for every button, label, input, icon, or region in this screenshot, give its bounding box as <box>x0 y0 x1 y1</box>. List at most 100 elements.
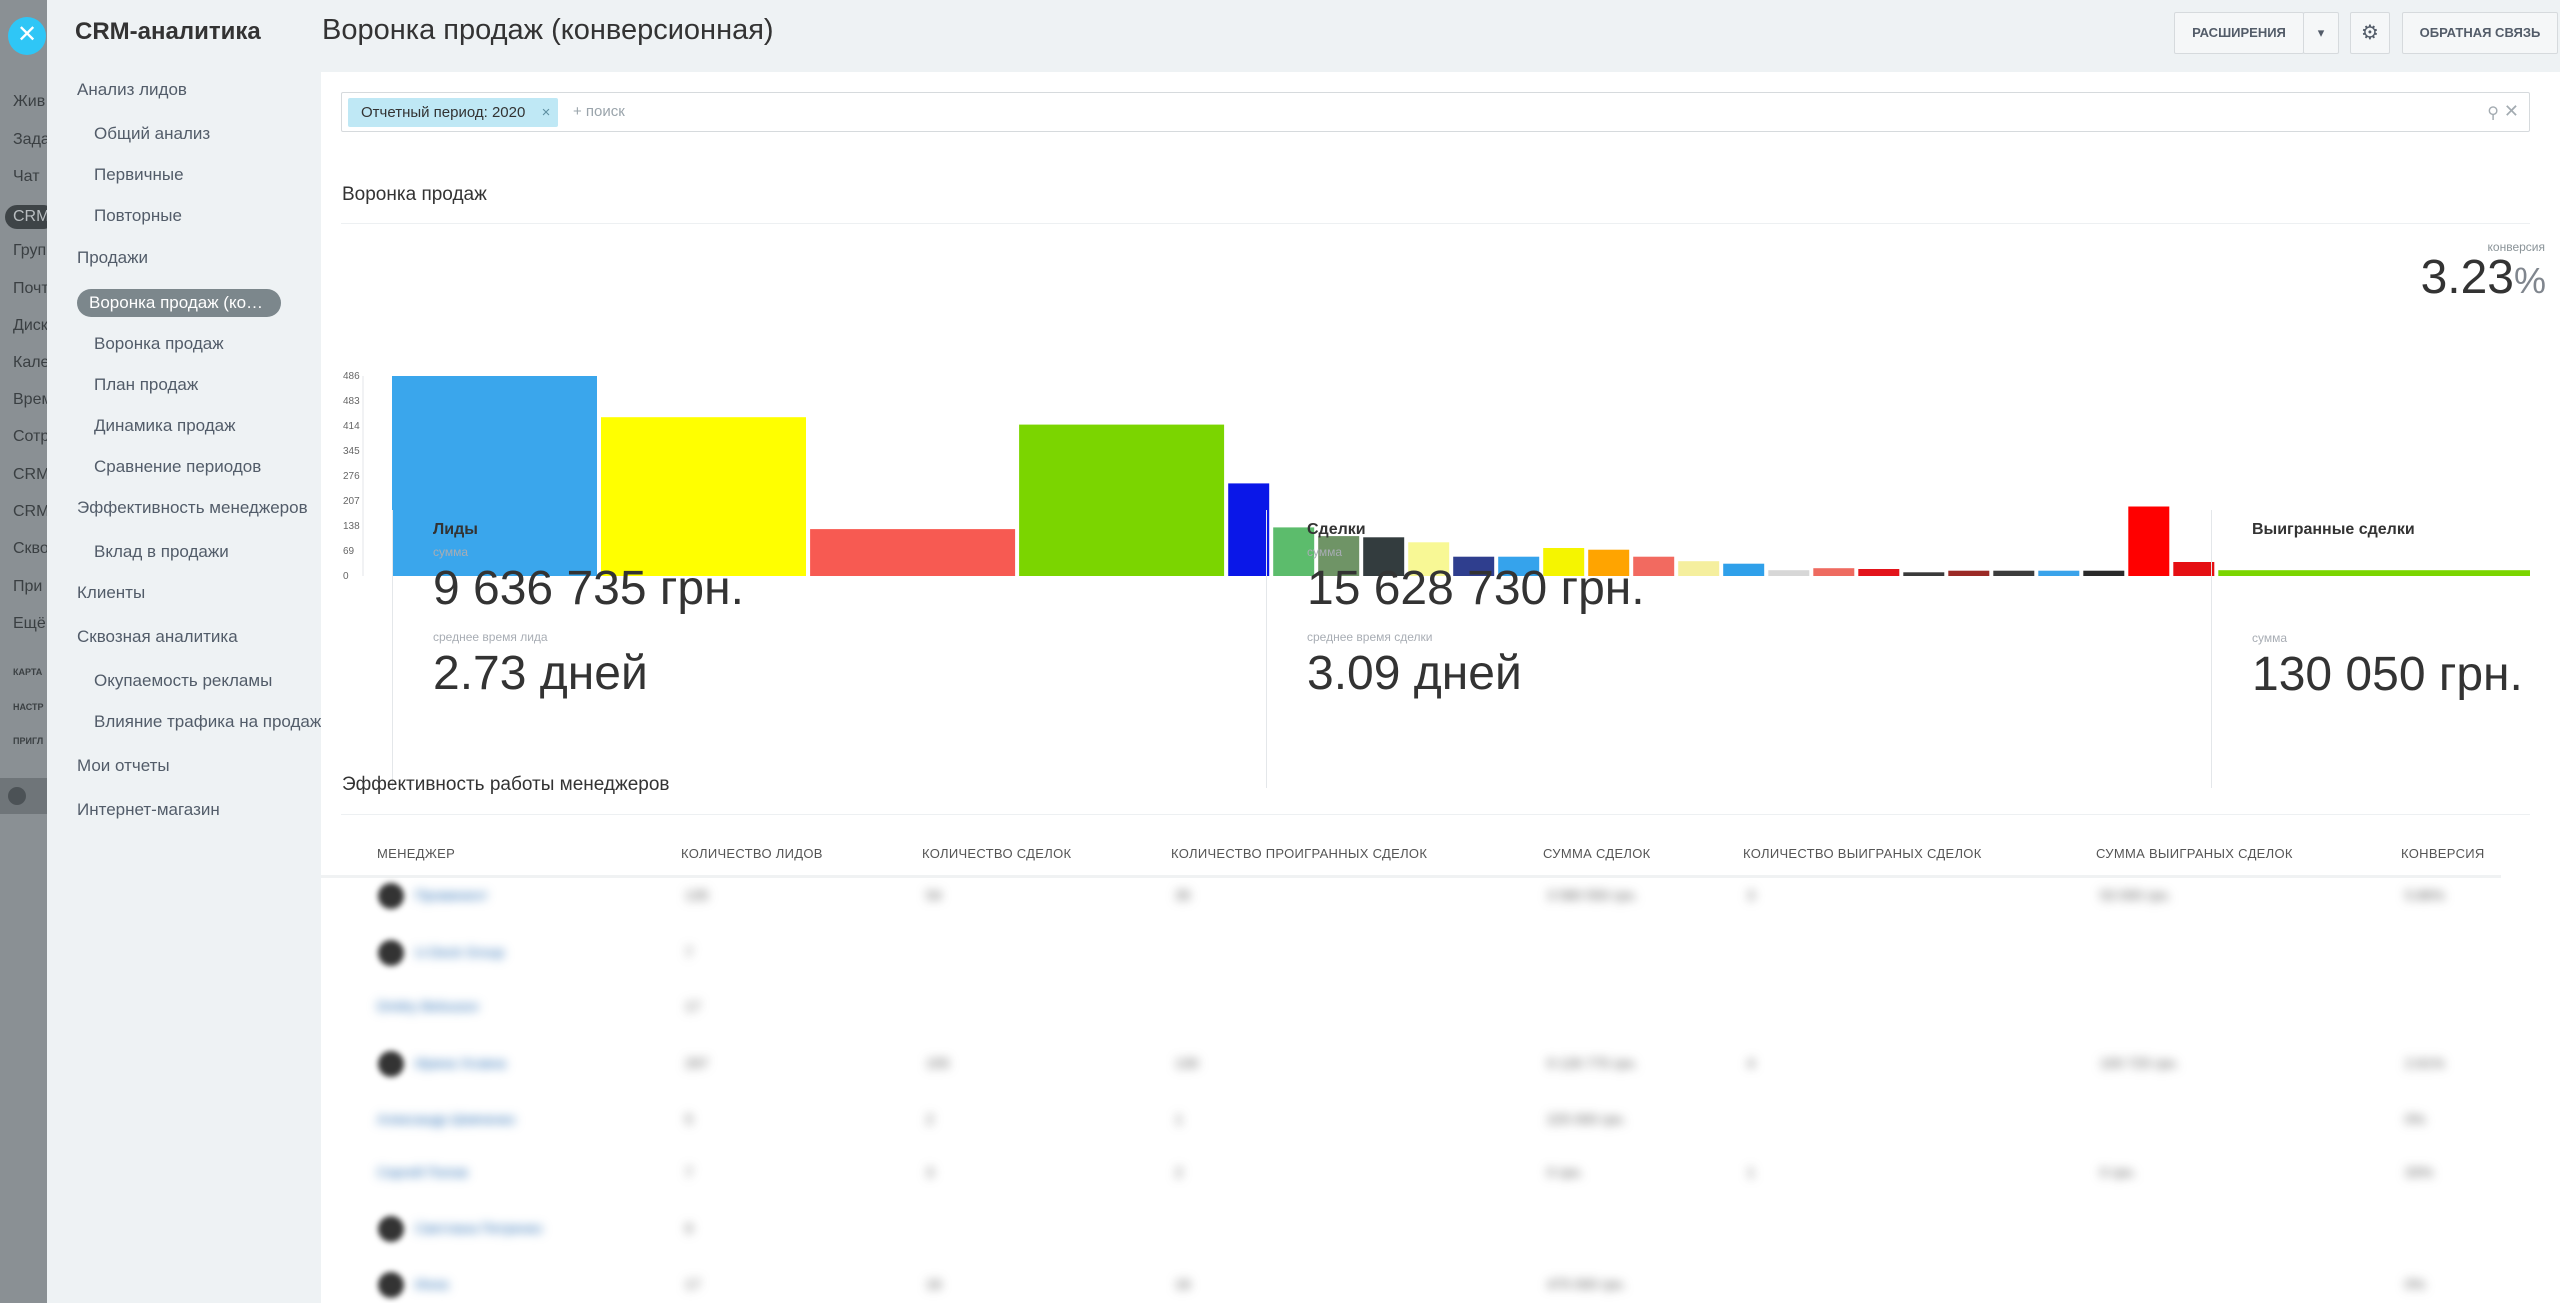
table-row[interactable]: Инна 17 16 16 475 000 грн. 0% <box>321 1258 2560 1303</box>
portal-nav-item[interactable]: Чат <box>13 168 40 186</box>
divider <box>341 223 2530 224</box>
funnel-bar-20[interactable] <box>1948 571 1989 576</box>
close-icon[interactable]: ✕ <box>2504 101 2519 122</box>
portal-nav-item[interactable]: Почт <box>13 280 47 298</box>
portal-nav-item[interactable]: Врем <box>13 391 47 409</box>
won-sum: 130 050 грн. <box>2252 647 2523 702</box>
gear-icon[interactable]: ⚙ <box>2350 12 2390 54</box>
menu-item-7[interactable]: План продаж <box>94 375 198 395</box>
funnel-bar-3[interactable] <box>1019 425 1224 576</box>
portal-nav-item[interactable]: Кале <box>13 354 47 372</box>
column-header[interactable]: Количество сделок <box>922 846 1071 861</box>
search-input[interactable]: + поиск <box>573 103 625 120</box>
manager-name[interactable]: Dmitry Belousov <box>377 998 479 1014</box>
funnel-bar-23[interactable] <box>2083 571 2124 576</box>
search-icon[interactable]: ⚲ <box>2487 103 2499 123</box>
funnel-bar-14[interactable] <box>1678 561 1719 576</box>
funnel-bar-15[interactable] <box>1723 564 1764 576</box>
column-header[interactable]: Сумма сделок <box>1543 846 1651 861</box>
table-row[interactable]: U-Deck Group 7 <box>321 926 2560 982</box>
column-header[interactable]: Количество выиграных сделок <box>1743 846 1982 861</box>
menu-item-1[interactable]: Общий анализ <box>94 124 210 144</box>
column-header[interactable]: Сумма выиграных сделок <box>2096 846 2293 861</box>
portal-nav-item[interactable]: CRM <box>13 466 47 484</box>
menu-item-4[interactable]: Продажи <box>77 248 148 268</box>
menu-item-15[interactable]: Влияние трафика на продажи <box>94 712 331 732</box>
funnel-bar-17[interactable] <box>1813 568 1854 576</box>
portal-nav-item[interactable]: Ещё <box>13 615 46 633</box>
funnel-bar-4[interactable] <box>1228 483 1269 576</box>
menu-item-9[interactable]: Сравнение периодов <box>94 457 261 477</box>
manager-name[interactable]: Александр Шевченко <box>377 1111 515 1127</box>
table-cell: 5.86% <box>2405 887 2445 903</box>
manager-name[interactable]: Сергей Попов <box>377 1164 468 1180</box>
column-header[interactable]: Количество лидов <box>681 846 823 861</box>
table-row[interactable]: Сергей Попов 7 3 2 0 грн. 1 0 грн. 33% <box>321 1146 2560 1202</box>
menu-item-13[interactable]: Сквозная аналитика <box>77 627 238 647</box>
menu-item-14[interactable]: Окупаемость рекламы <box>94 671 272 691</box>
table-row[interactable]: Dmitry Belousov 17 <box>321 980 2560 1036</box>
funnel-bar-21[interactable] <box>1993 571 2034 576</box>
menu-item-5[interactable]: Воронка продаж (конверсионная) <box>77 289 281 317</box>
manager-name[interactable]: Проминент <box>415 887 488 903</box>
avatar <box>378 883 404 909</box>
funnel-bar-19[interactable] <box>1903 572 1944 576</box>
manager-name[interactable]: U-Deck Group <box>415 944 504 960</box>
portal-nav-item[interactable]: ПРИГЛ <box>13 736 43 746</box>
column-header[interactable]: Количество проигранных сделок <box>1171 846 1427 861</box>
portal-nav-item[interactable]: CRM <box>13 503 47 521</box>
manager-name[interactable]: Ирина Усовна <box>415 1055 506 1071</box>
won-deals-stat: Выигранные сделки сумма 130 050 грн. <box>2252 521 2523 702</box>
won-sum-label: сумма <box>2252 631 2523 645</box>
menu-item-0[interactable]: Анализ лидов <box>77 80 187 100</box>
manager-name[interactable]: Инна <box>415 1276 448 1292</box>
portal-nav-item[interactable]: Груп <box>13 242 46 260</box>
menu-item-16[interactable]: Мои отчеты <box>77 756 170 776</box>
portal-nav-item[interactable]: CRM <box>5 205 47 229</box>
conversion-value: 3.23% <box>2421 250 2546 305</box>
portal-nav-item[interactable]: НАСТР <box>13 702 44 712</box>
close-slider-button[interactable]: ✕ <box>8 17 46 55</box>
funnel-title: Воронка продаж <box>342 184 487 206</box>
deals-time: 3.09 дней <box>1307 646 1645 701</box>
feedback-button[interactable]: Обратная связь <box>2402 12 2558 54</box>
menu-item-6[interactable]: Воронка продаж <box>94 334 224 354</box>
menu-item-11[interactable]: Вклад в продажи <box>94 542 229 562</box>
portal-nav-item[interactable]: КАРТА <box>13 667 42 677</box>
y-tick-label: 69 <box>343 546 355 557</box>
funnel-bar-16[interactable] <box>1768 570 1809 576</box>
column-header[interactable]: Менеджер <box>377 846 455 861</box>
table-row[interactable]: Александр Шевченко 5 2 1 225 000 грн. 0% <box>321 1093 2560 1149</box>
chevron-down-icon[interactable]: ▾ <box>2303 12 2339 54</box>
portal-nav-item[interactable]: Скво <box>13 540 47 558</box>
deals-stat: Сделки сумма 15 628 730 грн. среднее вре… <box>1307 521 1645 701</box>
funnel-bar-24[interactable] <box>2128 507 2169 577</box>
funnel-bar-22[interactable] <box>2038 571 2079 576</box>
menu-item-8[interactable]: Динамика продаж <box>94 416 236 436</box>
funnel-bar-2[interactable] <box>810 529 1015 576</box>
filter-search-bar[interactable]: Отчетный период: 2020 × + поиск ⚲ ✕ <box>341 92 2530 132</box>
portal-nav-item[interactable]: Зада <box>13 131 47 149</box>
filter-chip-period[interactable]: Отчетный период: 2020 × <box>348 98 558 127</box>
menu-item-17[interactable]: Интернет-магазин <box>77 800 220 820</box>
menu-item-12[interactable]: Клиенты <box>77 583 145 603</box>
portal-nav-item[interactable]: Диск <box>13 317 47 335</box>
column-header[interactable]: Конверсия <box>2401 846 2485 861</box>
table-cell: 53 000 грн. <box>2100 887 2171 903</box>
extensions-button[interactable]: Расширения <box>2174 12 2304 54</box>
remove-icon[interactable]: × <box>542 98 551 127</box>
menu-item-3[interactable]: Повторные <box>94 206 182 226</box>
menu-item-10[interactable]: Эффективность менеджеров <box>77 498 308 518</box>
table-row[interactable]: Светлана Петренко 9 <box>321 1202 2560 1258</box>
divider <box>1266 510 1267 788</box>
table-row[interactable]: Ирина Усовна 297 155 130 9 126 775 грн. 4 100 … <box>321 1037 2560 1093</box>
crown-icon[interactable] <box>0 778 47 814</box>
table-row[interactable]: Проминент 135 54 35 3 580 550 грн. 3 53 000 гр… <box>321 869 2560 925</box>
menu-item-2[interactable]: Первичные <box>94 165 184 185</box>
portal-nav-item[interactable]: Сотр <box>13 428 47 446</box>
portal-nav-item[interactable]: При <box>13 578 42 596</box>
funnel-bar-25[interactable] <box>2173 562 2214 576</box>
portal-nav-item[interactable]: Жив <box>13 93 45 111</box>
manager-name[interactable]: Светлана Петренко <box>415 1220 542 1236</box>
funnel-bar-18[interactable] <box>1858 569 1899 576</box>
